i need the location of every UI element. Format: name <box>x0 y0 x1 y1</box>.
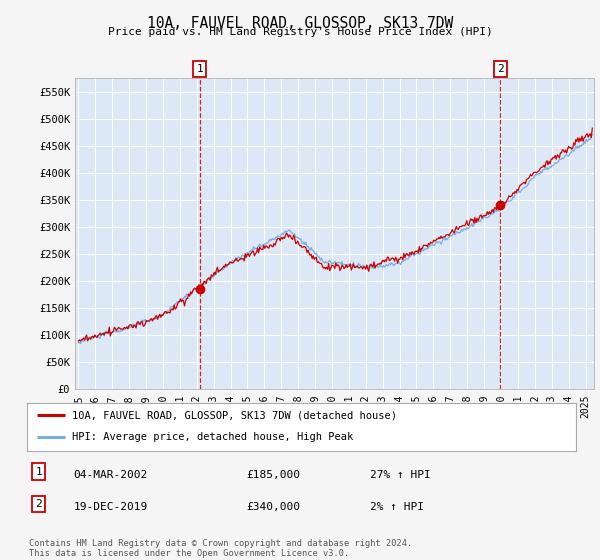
Text: This data is licensed under the Open Government Licence v3.0.: This data is licensed under the Open Gov… <box>29 549 349 558</box>
Text: 2: 2 <box>35 499 42 509</box>
Text: 1: 1 <box>35 466 42 477</box>
Text: Contains HM Land Registry data © Crown copyright and database right 2024.: Contains HM Land Registry data © Crown c… <box>29 539 412 548</box>
Text: 27% ↑ HPI: 27% ↑ HPI <box>370 470 431 479</box>
Text: 1: 1 <box>196 64 203 74</box>
Text: 2: 2 <box>497 64 504 74</box>
Text: 04-MAR-2002: 04-MAR-2002 <box>74 470 148 479</box>
Text: £340,000: £340,000 <box>247 502 301 512</box>
Text: 2% ↑ HPI: 2% ↑ HPI <box>370 502 424 512</box>
Text: 10A, FAUVEL ROAD, GLOSSOP, SK13 7DW: 10A, FAUVEL ROAD, GLOSSOP, SK13 7DW <box>147 16 453 31</box>
Text: HPI: Average price, detached house, High Peak: HPI: Average price, detached house, High… <box>72 432 353 442</box>
Text: Price paid vs. HM Land Registry's House Price Index (HPI): Price paid vs. HM Land Registry's House … <box>107 27 493 37</box>
Text: 19-DEC-2019: 19-DEC-2019 <box>74 502 148 512</box>
Text: 10A, FAUVEL ROAD, GLOSSOP, SK13 7DW (detached house): 10A, FAUVEL ROAD, GLOSSOP, SK13 7DW (det… <box>72 410 397 420</box>
Text: £185,000: £185,000 <box>247 470 301 479</box>
